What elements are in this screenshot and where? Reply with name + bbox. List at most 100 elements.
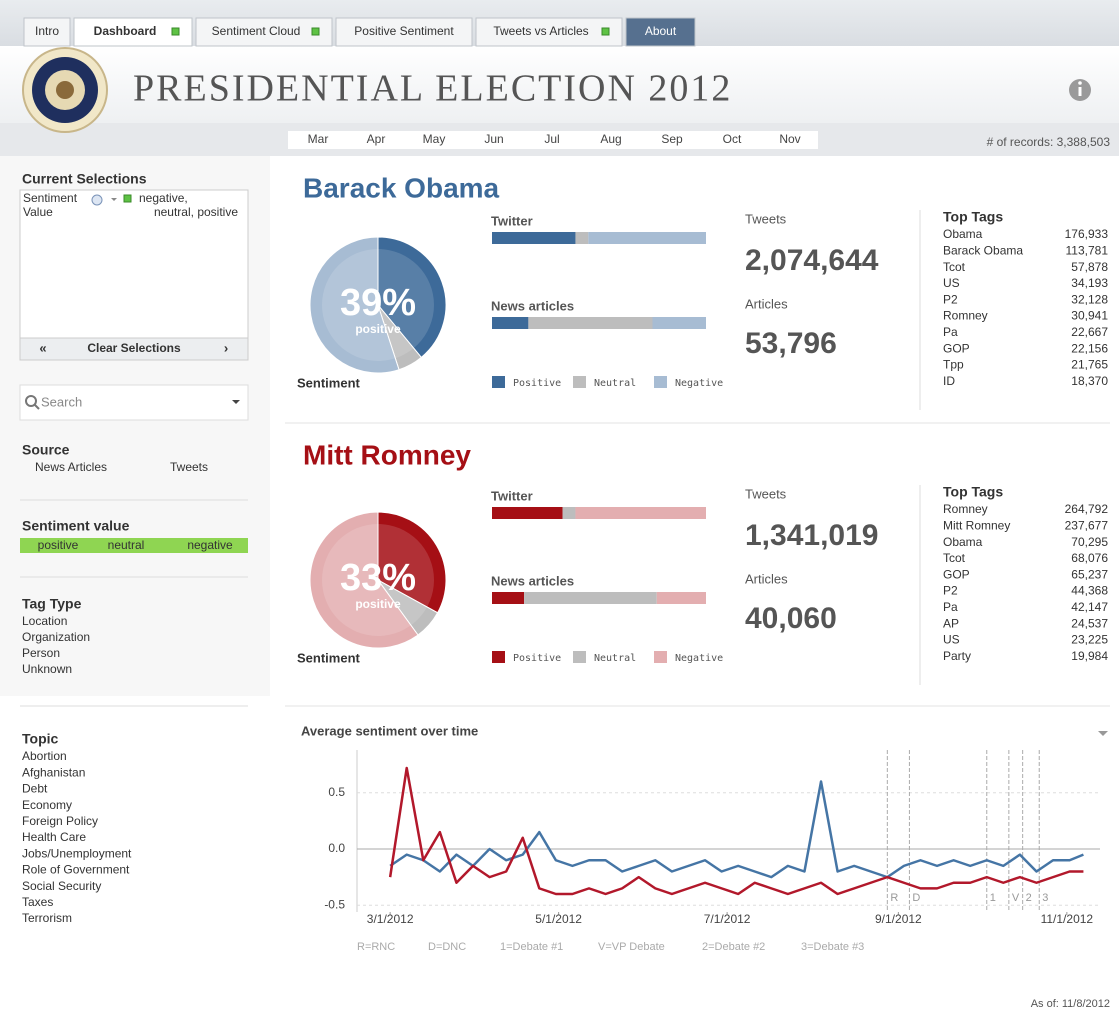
- tag-type-item[interactable]: Location: [22, 614, 67, 628]
- tag-count: 30,941: [1071, 309, 1108, 323]
- tag-name[interactable]: Mitt Romney: [943, 518, 1010, 532]
- legend-label: Negative: [675, 653, 723, 664]
- selection-value: negative,: [139, 191, 188, 205]
- tag-count: 19,984: [1071, 649, 1108, 663]
- month[interactable]: Sep: [661, 132, 683, 146]
- tag-name[interactable]: Tcot: [943, 260, 966, 274]
- count-label: Articles: [745, 571, 788, 586]
- topic-item[interactable]: Foreign Policy: [22, 814, 98, 828]
- tab-label[interactable]: Intro: [35, 24, 59, 38]
- tab[interactable]: [625, 17, 696, 47]
- series-line: [388, 766, 1084, 896]
- tag-name[interactable]: ID: [943, 374, 955, 388]
- selections-nav: [19, 337, 249, 361]
- tag-name[interactable]: AP: [943, 616, 959, 630]
- tag-name[interactable]: P2: [943, 584, 958, 598]
- tab[interactable]: [475, 17, 623, 47]
- tab[interactable]: [195, 17, 333, 47]
- tag-type-item[interactable]: Organization: [22, 630, 90, 644]
- header: [0, 46, 1119, 123]
- tab-label[interactable]: Positive Sentiment: [354, 24, 454, 38]
- tab[interactable]: [335, 17, 473, 47]
- tag-name[interactable]: GOP: [943, 341, 970, 355]
- tag-name[interactable]: US: [943, 633, 960, 647]
- legend-label: Neutral: [594, 653, 636, 664]
- chart-menu[interactable]: [1098, 731, 1108, 736]
- tag-count: 32,128: [1071, 292, 1108, 306]
- topic-item[interactable]: Health Care: [22, 830, 86, 844]
- search-placeholder[interactable]: Search: [41, 394, 82, 409]
- topic-item[interactable]: Jobs/Unemployment: [22, 846, 132, 860]
- search-box[interactable]: [19, 384, 249, 421]
- sentiment-value-bar: [20, 538, 248, 553]
- legend-swatch: [654, 651, 667, 663]
- tag-count: 22,667: [1071, 325, 1108, 339]
- sentiment-value-title: Sentiment value: [22, 518, 130, 534]
- tab-label[interactable]: Sentiment Cloud: [212, 24, 301, 38]
- month-bar[interactable]: [288, 131, 818, 149]
- tag-name[interactable]: Obama: [943, 535, 983, 549]
- search-dropdown[interactable]: [232, 400, 240, 404]
- tag-name[interactable]: US: [943, 276, 960, 290]
- bar-segment: [588, 232, 706, 244]
- pie-value-label: 33%: [340, 557, 416, 599]
- tab-label[interactable]: Tweets vs Articles: [493, 24, 588, 38]
- pie-value-label: 39%: [340, 282, 416, 324]
- topic-item[interactable]: Social Security: [22, 879, 101, 893]
- source-item[interactable]: News Articles: [35, 460, 107, 474]
- tag-name[interactable]: Tcot: [943, 551, 966, 565]
- month[interactable]: Apr: [367, 132, 386, 146]
- x-tick-label: 9/1/2012: [875, 912, 922, 926]
- tag-name[interactable]: Romney: [943, 502, 988, 516]
- topic-item[interactable]: Role of Government: [22, 863, 130, 877]
- event-label: R: [890, 892, 898, 904]
- month[interactable]: Nov: [779, 132, 800, 146]
- lock-icon[interactable]: [91, 194, 103, 206]
- tag-name[interactable]: Party: [943, 649, 971, 663]
- month[interactable]: Oct: [723, 132, 742, 146]
- topic-item[interactable]: Terrorism: [22, 911, 72, 925]
- tag-name[interactable]: Romney: [943, 309, 988, 323]
- tag-name[interactable]: Tpp: [943, 358, 964, 372]
- tag-type-item[interactable]: Unknown: [22, 662, 72, 676]
- tag-name[interactable]: Pa: [943, 325, 958, 339]
- clear-selections[interactable]: Clear Selections: [87, 341, 181, 355]
- nav-next[interactable]: ›: [224, 340, 228, 355]
- info-button[interactable]: [1069, 79, 1091, 101]
- tag-name[interactable]: GOP: [943, 567, 970, 581]
- y-tick-label: -0.5: [324, 897, 345, 911]
- tag-name[interactable]: Obama: [943, 227, 983, 241]
- sentiment-item[interactable]: positive: [38, 538, 79, 552]
- nav-prev[interactable]: «: [39, 340, 46, 355]
- tab-label[interactable]: About: [645, 24, 677, 38]
- tag-type-item[interactable]: Person: [22, 646, 60, 660]
- topic-item[interactable]: Abortion: [22, 749, 67, 763]
- tab[interactable]: [23, 17, 71, 47]
- month[interactable]: Aug: [600, 132, 621, 146]
- month[interactable]: Mar: [308, 132, 329, 146]
- event-label: 3: [1042, 892, 1048, 904]
- search-icon: [25, 395, 37, 407]
- dropdown-icon[interactable]: [111, 198, 117, 201]
- sentiment-item[interactable]: negative: [187, 538, 233, 552]
- selection-value: neutral, positive: [154, 205, 238, 219]
- pie-slice: [377, 511, 447, 614]
- topic-item[interactable]: Debt: [22, 782, 48, 796]
- tag-name[interactable]: Barack Obama: [943, 243, 1023, 257]
- source-item[interactable]: Tweets: [170, 460, 208, 474]
- header-title: PRESIDENTIAL ELECTION 2012: [133, 68, 732, 110]
- legend-swatch: [492, 651, 505, 663]
- tag-name[interactable]: P2: [943, 292, 958, 306]
- pie-slice: [377, 236, 447, 359]
- topic-item[interactable]: Afghanistan: [22, 765, 85, 779]
- sentiment-item[interactable]: neutral: [108, 538, 145, 552]
- count-label: Tweets: [745, 211, 787, 226]
- month[interactable]: May: [423, 132, 446, 146]
- tag-name[interactable]: Pa: [943, 600, 958, 614]
- month[interactable]: Jun: [484, 132, 503, 146]
- topic-item[interactable]: Economy: [22, 798, 72, 812]
- tab-label[interactable]: Dashboard: [94, 24, 157, 38]
- month[interactable]: Jul: [544, 132, 559, 146]
- tab-indicator: [601, 27, 610, 36]
- topic-item[interactable]: Taxes: [22, 895, 53, 909]
